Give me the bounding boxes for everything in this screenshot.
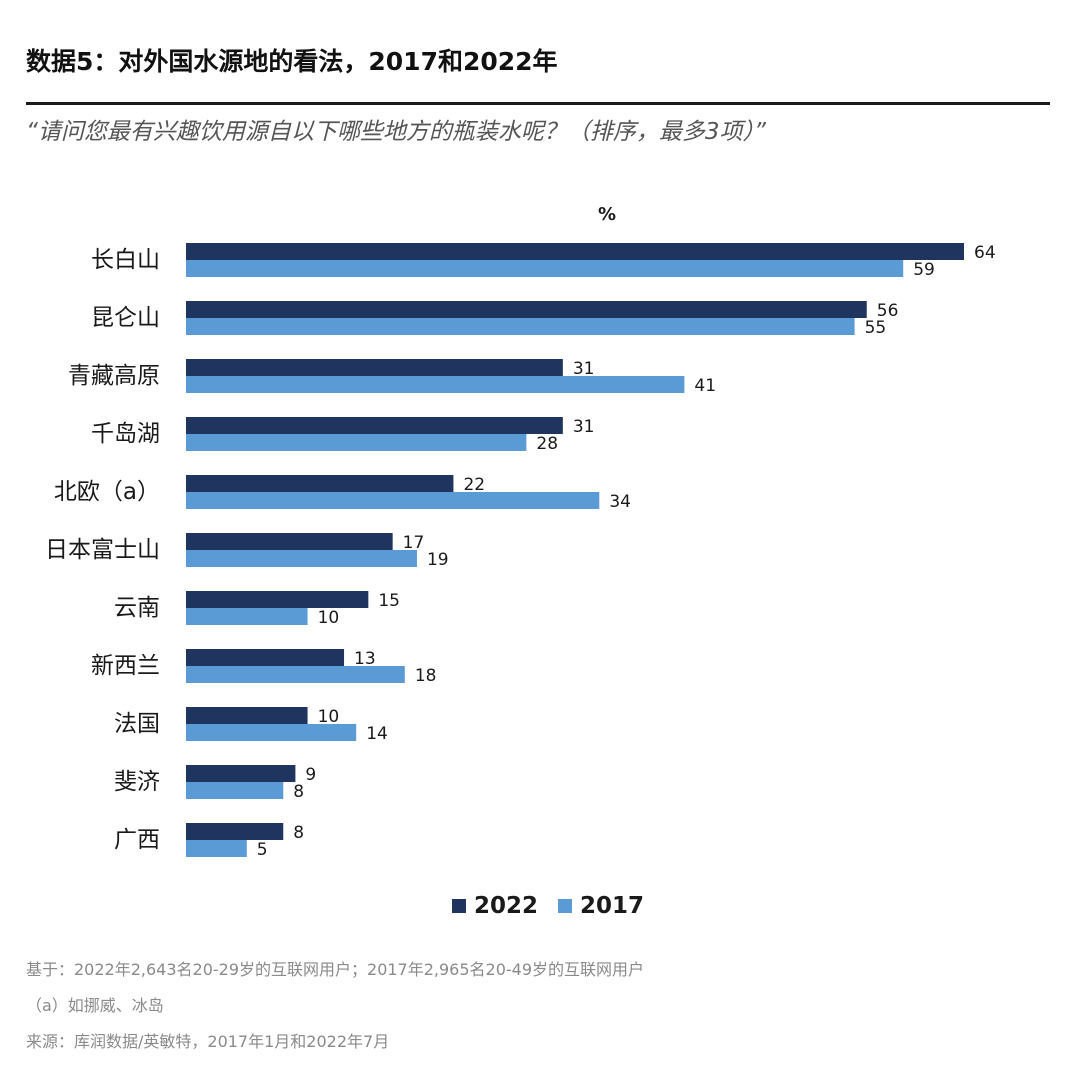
title-divider: [26, 102, 1050, 105]
data-label-2017: 28: [536, 434, 558, 454]
legend: 2022 2017: [452, 893, 664, 919]
category-label: 法国: [114, 711, 160, 737]
data-label-2022: 10: [318, 707, 340, 727]
data-label-2017: 14: [366, 724, 388, 744]
bar-2022: [186, 649, 345, 666]
footnotes: 基于：2022年2,643名20-29岁的互联网用户；2017年2,965名20…: [26, 952, 644, 1060]
bar-2017: [186, 550, 417, 567]
data-label-2017: 18: [415, 666, 437, 686]
legend-item-2017: 2017: [558, 893, 644, 919]
legend-swatch-2022: [452, 899, 466, 913]
data-label-2022: 64: [974, 243, 996, 263]
bar-2017: [186, 724, 357, 741]
data-label-2022: 31: [573, 359, 595, 379]
bar-2022: [186, 533, 393, 550]
bar-2022: [186, 765, 296, 782]
bar-2017: [186, 666, 405, 683]
category-label: 广西: [114, 827, 160, 853]
category-label: 斐济: [114, 769, 160, 795]
bar-2017: [186, 782, 284, 799]
bar-2022: [186, 359, 563, 376]
footnote-a: （a）如挪威、冰岛: [26, 996, 164, 1015]
data-label-2017: 59: [913, 260, 935, 280]
bar-2022: [186, 301, 867, 318]
data-label-2017: 55: [865, 318, 887, 338]
data-label-2022: 13: [354, 649, 376, 669]
category-label: 长白山: [91, 247, 160, 273]
bar-2022: [186, 475, 454, 492]
bar-2017: [186, 260, 904, 277]
category-label: 日本富士山: [45, 537, 160, 563]
legend-label-2022: 2022: [474, 893, 539, 919]
category-label: 云南: [114, 595, 160, 621]
data-label-2017: 8: [293, 782, 304, 802]
bar-2017: [186, 492, 600, 509]
legend-swatch-2017: [558, 899, 573, 913]
data-label-2017: 41: [694, 376, 716, 396]
category-label: 昆仑山: [91, 305, 160, 331]
bar-2017: [186, 434, 527, 451]
bar-2022: [186, 707, 308, 724]
bar-2017: [186, 608, 308, 625]
bar-2022: [186, 417, 563, 434]
chart-subtitle: “请问您最有兴趣饮用源自以下哪些地方的瓶装水呢？（排序，最多3项）”: [26, 119, 766, 145]
data-label-2022: 9: [305, 765, 316, 785]
bar-2017: [186, 318, 855, 335]
legend-item-2022: 2022: [452, 893, 538, 919]
bar-2022: [186, 243, 964, 260]
base-note: 基于：2022年2,643名20-29岁的互联网用户；2017年2,965名20…: [26, 960, 645, 979]
data-label-2017: 19: [427, 550, 449, 570]
data-label-2022: 22: [463, 475, 485, 495]
category-label: 千岛湖: [91, 421, 160, 447]
data-label-2017: 10: [318, 608, 340, 628]
data-label-2022: 31: [573, 417, 595, 437]
legend-label-2017: 2017: [580, 893, 645, 919]
data-label-2022: 17: [403, 533, 425, 553]
data-label-2017: 34: [609, 492, 631, 512]
data-label-2022: 8: [293, 823, 304, 843]
unit-label: %: [598, 204, 616, 225]
data-label-2017: 5: [257, 840, 268, 860]
bar-2022: [186, 823, 284, 840]
category-label: 青藏高原: [68, 363, 160, 389]
bar-2022: [186, 591, 369, 608]
bar-2017: [186, 840, 247, 857]
data-label-2022: 56: [877, 301, 899, 321]
category-label: 北欧（a）: [54, 479, 160, 505]
bar-2017: [186, 376, 685, 393]
chart-title: 数据5：对外国水源地的看法，2017和2022年: [26, 47, 558, 76]
data-label-2022: 15: [378, 591, 400, 611]
source-note: 来源：库润数据/英敏特，2017年1月和2022年7月: [26, 1032, 390, 1051]
category-label: 新西兰: [91, 653, 160, 679]
